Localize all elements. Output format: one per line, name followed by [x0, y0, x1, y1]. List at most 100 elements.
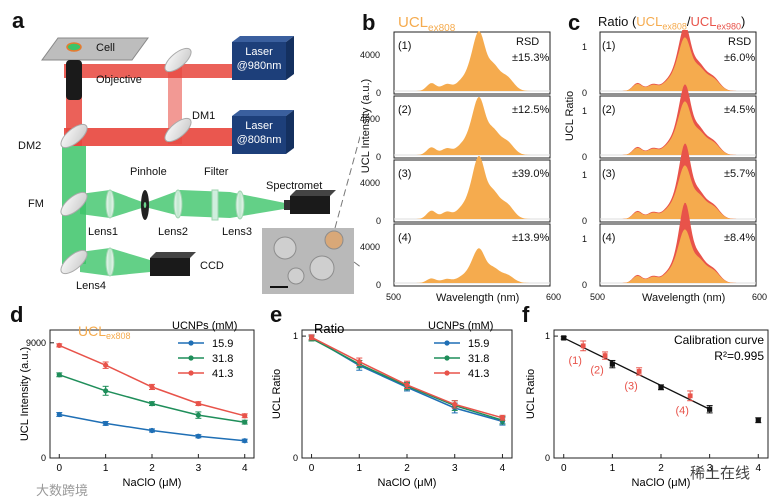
objective-label: Objective — [96, 74, 142, 86]
x-tick-label: 4 — [755, 463, 761, 474]
ccd-icon — [150, 252, 196, 276]
optical-setup-diagram — [41, 36, 360, 294]
panel-c-row1-id: (1) — [602, 40, 616, 52]
panel-c-ylabel: UCL Ratio — [564, 90, 576, 142]
spectrum-ex980-4 — [600, 202, 756, 283]
x-tick-label: 2 — [404, 463, 410, 474]
legend-label-15.9: 15.9 — [212, 338, 233, 350]
spectrum-ex808-2 — [394, 97, 550, 155]
green-beam-ccd — [80, 248, 150, 276]
laser-980-label-1: Laser — [245, 46, 273, 58]
legend-marker-41.3 — [444, 370, 450, 376]
legend-marker-15.9 — [188, 340, 194, 346]
panel-b-row3-id: (3) — [398, 168, 412, 180]
panel-b-xmax: 600 — [546, 292, 562, 302]
panel-c-title-ucl2: UCL — [690, 14, 717, 29]
spectrum-frame-4 — [393, 223, 551, 287]
panel-b-xlabel: Wavelength (nm) — [436, 292, 520, 304]
panel-label-f: f — [522, 302, 530, 327]
y-tick-label: 0 — [293, 453, 298, 463]
cell-dish — [41, 37, 149, 61]
x-axis-label: NaClO (μM) — [123, 477, 182, 489]
lens2-icon — [173, 189, 183, 219]
panel-c-tick-0-r4: 0 — [582, 280, 588, 290]
panel-d-chart: 0 1 2 3 4 0 9000 15.9 31.8 41.3 UCNPs (mM) NaClO (μ… — [19, 320, 255, 489]
laser-808-label-2: @808nm — [236, 134, 282, 146]
panel-c-title-pre: Ratio ( — [598, 14, 637, 29]
panel-b-row1-rsd: ±15.3% — [512, 52, 550, 64]
data-point — [308, 334, 315, 340]
calibration-point — [707, 406, 713, 412]
cell-icon — [66, 42, 82, 52]
calibration-point — [609, 361, 615, 367]
legend-title: UCNPs (mM) — [428, 320, 493, 332]
spectrum-ex808-3 — [600, 165, 756, 219]
spectrum-frame-1 — [393, 31, 551, 95]
laser-808-label-1: Laser — [245, 120, 273, 132]
panel-c-title: Ratio (UCLex808/UCLex980) — [598, 14, 745, 32]
lens1-icon — [105, 189, 115, 219]
calibration-point — [755, 417, 761, 423]
dm1-mirror — [164, 117, 192, 143]
panel-d-title: UCLex808 — [78, 323, 131, 341]
spectrum-ex808-4 — [394, 248, 550, 283]
x-tick-label: 0 — [561, 463, 567, 474]
x-tick-label: 3 — [452, 463, 458, 474]
panel-b-title: UCLex808 — [398, 14, 455, 34]
panel-c-tick-1-r3: 1 — [582, 170, 588, 180]
panel-f-r2: R²=0.995 — [714, 349, 764, 363]
panel-e-title: Ratio — [314, 321, 344, 336]
panel-c-xlabel: Wavelength (nm) — [642, 292, 726, 304]
x-tick-label: 0 — [309, 463, 315, 474]
panel-label-c: c — [568, 10, 581, 35]
calibration-point — [658, 384, 664, 390]
panel-b-row1-id: (1) — [398, 40, 412, 52]
sample-label: (3) — [624, 380, 637, 392]
panel-b-tick-0-r3: 0 — [376, 216, 382, 226]
spectrometer-icon — [284, 190, 336, 214]
laser-980-label-2: @980nm — [236, 60, 282, 72]
laser-808-box — [232, 110, 294, 154]
spectrum-ex980-3 — [600, 143, 756, 219]
panel-b-spectra — [393, 31, 551, 287]
panel-c-tick-1-r4: 1 — [582, 234, 588, 244]
panel-c-title-slash: / — [686, 14, 691, 29]
panel-b-tick-4000-r4: 4000 — [360, 242, 381, 252]
data-point — [195, 412, 201, 418]
lens3-label: Lens3 — [222, 226, 252, 238]
sample-label: (4) — [675, 405, 688, 417]
data-point — [195, 433, 201, 439]
legend-label-31.8: 31.8 — [468, 353, 489, 365]
panel-b-tick-4000-r3: 4000 — [360, 178, 381, 188]
panel-label-b: b — [362, 10, 376, 35]
y-axis-label: UCL Intensity (a.u.) — [19, 347, 31, 441]
spectrum-frame-3 — [393, 159, 551, 223]
spectrum-ex808-4 — [600, 229, 756, 283]
sample-point — [636, 369, 642, 374]
fm-label: FM — [28, 198, 44, 210]
y-tick-label: 1 — [545, 331, 550, 341]
watermark-right: 稀土在线 — [690, 465, 751, 482]
fm-mirror — [60, 191, 88, 217]
spectrometer-label: Spectromet — [266, 180, 323, 192]
panel-b-tick-0-r4: 0 — [376, 280, 382, 290]
panel-b-tick-4000-r2: 4000 — [360, 114, 381, 124]
bottom-mirror — [60, 249, 88, 275]
data-point — [499, 415, 506, 421]
lens3-icon — [235, 190, 245, 220]
panel-c-title-ucl1: UCL — [636, 14, 663, 29]
legend-title: UCNPs (mM) — [172, 320, 237, 332]
x-axis-label: NaClO (μM) — [632, 477, 691, 489]
panel-f-title: Calibration curve — [674, 333, 764, 347]
data-point — [56, 342, 62, 348]
x-tick-label: 1 — [103, 463, 109, 474]
panel-c-row3-rsd: ±5.7% — [724, 168, 756, 180]
panel-b-row4-rsd: ±13.9% — [512, 232, 550, 244]
mirror-top — [164, 47, 192, 73]
x-axis-label: NaClO (μM) — [378, 477, 437, 489]
x-tick-label: 4 — [500, 463, 506, 474]
panel-c-title-sub1: ex808 — [662, 21, 687, 32]
data-point — [242, 419, 248, 425]
calibration-fit-line — [563, 337, 710, 410]
sample-point — [602, 353, 608, 358]
